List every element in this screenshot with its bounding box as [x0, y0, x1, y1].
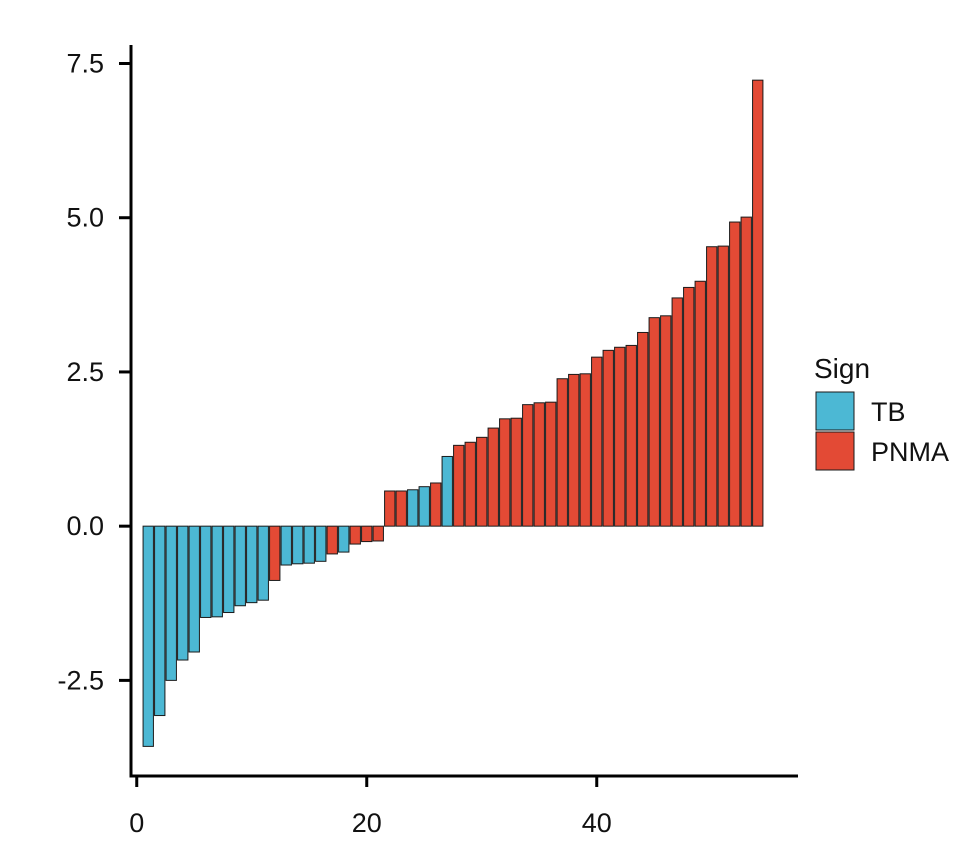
bar-18 [338, 525, 350, 553]
bar-45 [648, 317, 660, 527]
bar-7 [211, 525, 223, 618]
bar-13 [280, 525, 292, 566]
bar-3 [165, 525, 177, 681]
bar-1 [142, 525, 154, 747]
bar-20 [361, 525, 373, 543]
bars-layer [142, 79, 764, 747]
bar-6 [200, 525, 212, 618]
y-tick-label: 5.0 [66, 203, 104, 233]
bar-10 [246, 525, 258, 604]
x-ticks: 0 20 40 [129, 776, 612, 838]
bar-30 [476, 436, 488, 527]
bar-51 [717, 245, 729, 527]
bar-14 [292, 525, 304, 565]
bar-47 [671, 297, 683, 527]
bar-15 [303, 525, 315, 564]
bar-49 [694, 280, 706, 527]
axes-layer [129, 45, 798, 778]
bar-9 [234, 525, 246, 607]
bar-23 [395, 490, 407, 527]
bar-21 [372, 525, 384, 542]
bar-29 [464, 441, 476, 527]
y-tick-label: 0.0 [66, 511, 104, 541]
bar-41 [602, 349, 614, 527]
bar-31 [487, 427, 499, 527]
y-ticks: 7.5 5.0 2.5 0.0 -2.5 [57, 49, 131, 695]
bar-46 [660, 315, 672, 527]
bar-54 [752, 79, 764, 527]
bar-33 [510, 417, 522, 527]
bar-39 [579, 373, 591, 527]
bar-25 [418, 486, 430, 527]
bar-8 [223, 525, 235, 614]
bar-12 [269, 525, 281, 581]
bar-5 [188, 525, 200, 653]
bar-19 [349, 525, 361, 545]
bar-36 [545, 401, 557, 527]
x-tick-label: 0 [129, 808, 144, 838]
bar-50 [706, 246, 718, 527]
bar-2 [154, 525, 166, 717]
bar-24 [407, 489, 419, 527]
y-tick-label: 2.5 [66, 357, 104, 387]
legend-swatch-pnma [815, 431, 855, 471]
y-tick-label: -2.5 [57, 665, 104, 695]
bar-43 [625, 344, 637, 527]
bar-40 [591, 356, 603, 527]
bar-38 [568, 373, 580, 527]
bar-44 [637, 331, 649, 527]
bar-28 [453, 444, 465, 527]
x-tick-label: 40 [582, 808, 612, 838]
bar-52 [729, 221, 741, 527]
bar-26 [430, 482, 442, 527]
bar-37 [556, 378, 568, 527]
legend-title: Sign [814, 353, 870, 384]
bar-4 [177, 525, 189, 661]
legend-label-tb: TB [871, 397, 906, 427]
bar-42 [614, 346, 626, 527]
bar-48 [683, 286, 695, 527]
bar-34 [522, 404, 534, 527]
bar-17 [326, 525, 338, 555]
bar-27 [441, 455, 453, 527]
legend-label-pnma: PNMA [871, 437, 949, 467]
bar-53 [740, 216, 752, 527]
bar-32 [499, 418, 511, 527]
legend-swatch-tb [815, 391, 855, 431]
bar-11 [257, 525, 269, 601]
bar-35 [533, 402, 545, 527]
legend: Sign TB PNMA [814, 353, 949, 471]
bar-22 [384, 490, 396, 527]
y-tick-label: 7.5 [66, 49, 104, 79]
x-tick-label: 20 [352, 808, 382, 838]
bar-16 [315, 525, 327, 562]
